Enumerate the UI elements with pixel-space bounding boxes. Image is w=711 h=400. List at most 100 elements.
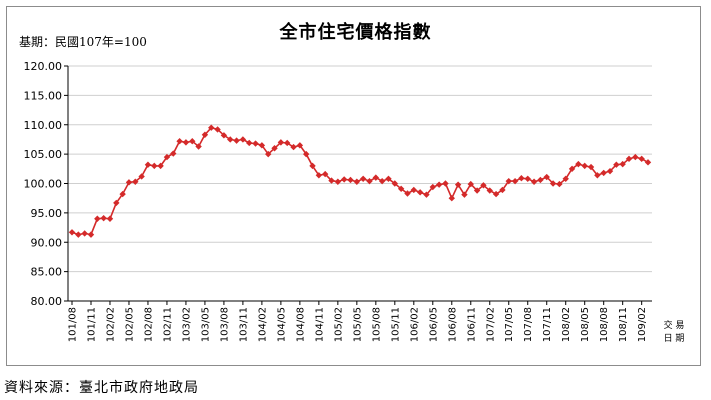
y-tick-label: 105.00 bbox=[24, 148, 63, 161]
x-tick-label: 108/02 bbox=[561, 307, 572, 342]
data-point bbox=[353, 178, 361, 185]
axes bbox=[67, 66, 652, 302]
data-point bbox=[208, 124, 215, 131]
x-tick-label: 104/05 bbox=[276, 307, 287, 342]
y-tick-label: 80.00 bbox=[31, 295, 63, 308]
y-tick-label: 100.00 bbox=[24, 178, 63, 191]
data-point bbox=[182, 139, 190, 146]
data-point bbox=[359, 175, 367, 182]
data-point bbox=[454, 181, 462, 188]
data-point bbox=[594, 172, 601, 179]
data-point bbox=[195, 143, 202, 150]
x-tick-label: 107/11 bbox=[542, 307, 553, 342]
data-point bbox=[265, 150, 272, 158]
series-line bbox=[71, 126, 649, 236]
data-point bbox=[511, 177, 519, 185]
data-point bbox=[397, 185, 405, 192]
x-tick-label: 104/11 bbox=[314, 307, 325, 342]
x-tick-label: 104/02 bbox=[257, 307, 268, 342]
data-point bbox=[404, 190, 411, 197]
gridlines bbox=[68, 65, 652, 302]
x-axis-label: 交 易日 期 bbox=[664, 319, 685, 344]
source-note: 資料來源：臺北市政府地政局 bbox=[4, 380, 199, 396]
data-point bbox=[442, 180, 449, 187]
data-point bbox=[606, 167, 614, 175]
data-point bbox=[568, 165, 576, 173]
data-point bbox=[537, 176, 544, 184]
chart-title: 全市住宅價格指數 bbox=[279, 22, 432, 43]
x-tick-label: 107/08 bbox=[523, 307, 534, 342]
data-point bbox=[302, 150, 310, 158]
data-point bbox=[315, 172, 323, 179]
x-tick-label: 109/02 bbox=[637, 307, 648, 342]
x-tick-label: 101/11 bbox=[86, 307, 97, 342]
data-point bbox=[632, 153, 639, 161]
data-point bbox=[290, 143, 297, 151]
data-point bbox=[378, 177, 386, 185]
data-point bbox=[113, 199, 120, 207]
x-tick-label: 108/11 bbox=[618, 307, 629, 342]
data-point bbox=[144, 161, 152, 168]
chart-frame bbox=[6, 6, 701, 366]
data-point bbox=[252, 140, 259, 147]
x-tick-label: 108/05 bbox=[580, 307, 591, 342]
data-point bbox=[246, 139, 253, 147]
data-point bbox=[340, 176, 348, 183]
data-point bbox=[94, 215, 101, 222]
x-tick-label: 105/08 bbox=[371, 307, 382, 342]
data-point bbox=[530, 178, 538, 185]
data-point bbox=[543, 173, 550, 181]
data-point bbox=[448, 194, 455, 202]
data-point bbox=[227, 136, 234, 143]
data-point bbox=[119, 190, 126, 198]
data-point bbox=[575, 160, 582, 168]
data-point bbox=[125, 179, 133, 186]
data-point bbox=[170, 150, 177, 157]
data-point bbox=[549, 180, 557, 187]
series-layer bbox=[68, 124, 652, 238]
x-tick-label: 105/02 bbox=[333, 307, 344, 342]
y-axis-ticks: 80.00 85.00 90.00 95.00 100.00 105.00 110.00 11… bbox=[24, 60, 68, 308]
data-point bbox=[461, 191, 468, 198]
data-point bbox=[644, 159, 652, 166]
data-point bbox=[75, 231, 82, 238]
x-tick-label: 106/02 bbox=[409, 307, 420, 342]
y-tick-label: 85.00 bbox=[31, 266, 63, 279]
x-tick-label: 105/05 bbox=[352, 307, 363, 342]
x-tick-label: 102/11 bbox=[162, 307, 173, 342]
x-tick-label: 107/05 bbox=[504, 307, 515, 342]
data-point bbox=[220, 132, 228, 139]
line-chart: 80.00 85.00 90.00 95.00 100.00 105.00 110.00 11… bbox=[24, 60, 685, 344]
data-point bbox=[68, 229, 76, 236]
data-point bbox=[151, 162, 158, 170]
x-tick-label: 103/08 bbox=[219, 307, 230, 342]
data-point bbox=[100, 214, 107, 222]
x-tick-label: 102/05 bbox=[124, 307, 135, 342]
data-point bbox=[480, 182, 487, 189]
data-point bbox=[562, 175, 569, 182]
data-point bbox=[486, 187, 493, 194]
data-point bbox=[163, 153, 171, 161]
data-point bbox=[214, 126, 221, 133]
data-point bbox=[201, 131, 209, 138]
data-point bbox=[271, 145, 278, 152]
y-tick-label: 90.00 bbox=[31, 236, 63, 249]
x-tick-label: 102/02 bbox=[105, 307, 116, 342]
data-point bbox=[385, 175, 392, 182]
data-point bbox=[132, 178, 139, 185]
data-point bbox=[189, 138, 196, 145]
data-point bbox=[505, 177, 512, 185]
data-point bbox=[391, 180, 399, 187]
data-point bbox=[600, 169, 607, 177]
data-point bbox=[258, 142, 266, 149]
data-point bbox=[467, 180, 474, 188]
data-point bbox=[492, 190, 500, 198]
x-tick-label: 101/08 bbox=[68, 307, 79, 342]
data-point bbox=[157, 162, 164, 170]
data-point bbox=[334, 178, 342, 185]
x-tick-label: 103/02 bbox=[181, 307, 192, 342]
x-axis-ticks: 101/08 101/11 102/02 102/05 102/08 102/11 103/… bbox=[68, 301, 648, 342]
data-point bbox=[277, 139, 285, 146]
y-tick-label: 115.00 bbox=[24, 89, 63, 102]
x-tick-label: 103/05 bbox=[200, 307, 211, 342]
